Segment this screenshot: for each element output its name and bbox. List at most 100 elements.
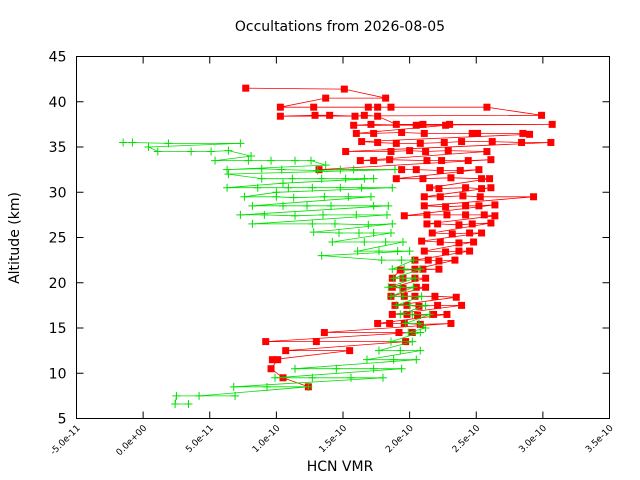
y-tick-label: 10 [49,366,67,382]
data-point [187,147,196,156]
data-point [303,201,312,210]
data-point [236,139,245,148]
data-point [428,229,436,237]
data-point [408,337,417,346]
data-point [422,283,430,291]
data-point [364,220,373,229]
data-point [414,311,422,319]
data-point [274,356,282,364]
data-point [263,382,272,391]
y-tick-label: 20 [49,276,67,292]
data-point [172,391,181,400]
data-point [328,238,337,247]
data-point [420,247,428,255]
data-point [448,230,456,238]
data-point [291,364,300,373]
data-point [416,346,425,355]
data-point [344,192,353,201]
data-point [398,166,406,174]
data-point [462,211,470,219]
data-point [267,365,275,373]
data-point [476,193,484,201]
data-point [386,319,394,327]
data-point [382,94,390,102]
data-point [308,219,317,228]
data-point [444,147,452,155]
data-point [519,129,527,137]
data-point [416,139,424,147]
data-point [458,301,466,309]
data-point [369,228,378,237]
data-point [341,174,350,183]
data-point [119,138,128,147]
data-point [396,266,404,274]
data-point [491,212,499,220]
data-point [279,179,288,188]
data-point [420,129,428,137]
data-point [358,138,366,146]
data-point [369,201,378,210]
data-point [315,166,323,174]
data-point [282,347,290,355]
data-point [442,121,450,129]
data-point [229,382,238,391]
data-point [426,184,434,192]
data-point [388,219,397,228]
data-point [475,202,483,210]
data-point [410,274,419,283]
data-point [404,328,413,337]
data-point [396,283,405,292]
data-point [434,220,442,228]
data-point [307,156,316,165]
data-point [455,221,463,229]
data-point [392,175,400,183]
data-point [319,210,328,219]
data-point [401,319,410,328]
data-point [382,210,391,219]
data-point [468,220,476,228]
y-tick-label: 35 [49,140,67,156]
data-point [420,202,428,210]
data-point [412,166,420,174]
x-tick-label: 2.0e-10 [384,423,416,455]
data-point [400,212,408,220]
data-point [322,94,330,102]
data-point [392,139,400,147]
data-point [378,373,387,382]
data-point [331,219,340,228]
data-point [393,247,402,256]
data-point [435,185,443,193]
data-point [442,203,450,211]
data-point [353,247,362,256]
data-point [267,156,276,165]
x-tick-label: 2.5e-10 [451,423,483,455]
data-point [352,210,361,219]
data-point [419,120,427,128]
x-tick-label: -5.0e-11 [49,424,83,458]
data-point [518,138,526,146]
plot-frame [76,56,610,419]
data-point [415,302,423,310]
data-point [440,138,448,146]
data-point [414,319,423,328]
y-tick-label: 25 [49,231,67,247]
x-tick-label: 5.0e-11 [184,424,216,456]
data-point [240,192,249,201]
data-point [369,174,378,183]
data-point [369,364,378,373]
data-point [397,256,406,265]
data-point [455,239,463,247]
data-point [452,293,460,301]
data-point [231,391,240,400]
data-point [434,301,442,309]
data-point [421,324,430,332]
data-point [326,111,334,119]
data-point [398,238,407,247]
data-point [483,103,491,111]
data-point [423,220,431,228]
data-point [195,391,204,400]
data-point [284,183,293,192]
data-point [419,175,427,183]
data-point [321,161,330,170]
data-point [396,310,405,319]
